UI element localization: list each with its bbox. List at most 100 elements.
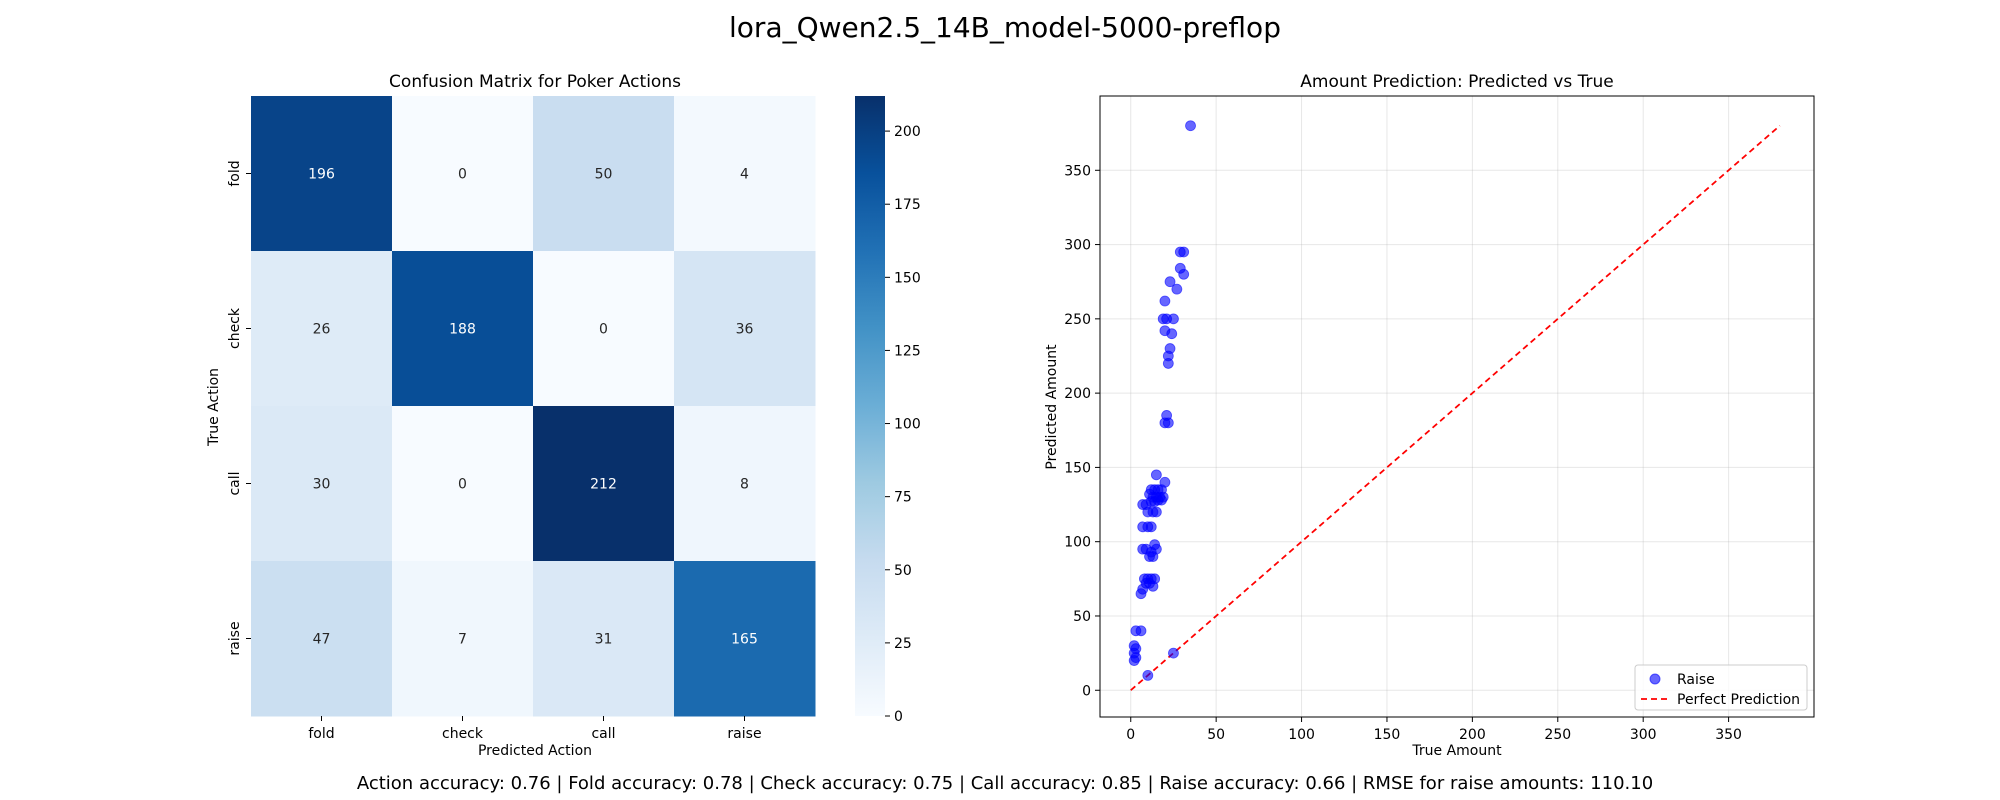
colorbar-tick-label: 25 (894, 636, 912, 652)
raise-point (1145, 521, 1157, 533)
heatmap-cell (251, 561, 393, 717)
heatmap-cell-label: 0 (458, 167, 467, 183)
heatmap-cell-label: 47 (313, 632, 331, 648)
scatter-x-ticks: 0 50 100 150 200 250 300 350 (1126, 717, 1742, 743)
scatter-x-tick-label: 100 (1288, 727, 1315, 743)
heatmap-cell-label: 26 (313, 322, 331, 338)
heatmap-cell-label: 212 (590, 477, 617, 493)
heatmap-cell (533, 251, 675, 407)
heatmap-x-tick-label: raise (727, 726, 761, 742)
scatter-ylabel: Predicted Amount (1044, 344, 1060, 470)
scatter-y-tick-label: 100 (1064, 535, 1091, 551)
heatmap-cell (533, 561, 675, 717)
heatmap-colorbar: 0 25 50 75 100 125 150 175 200 (855, 96, 921, 725)
heatmap-cell-label: 4 (740, 167, 749, 183)
scatter-x-tick-label: 350 (1715, 727, 1742, 743)
legend-perfect-label: Perfect Prediction (1677, 692, 1800, 708)
raise-points (1128, 120, 1196, 681)
heatmap-cell (674, 561, 816, 717)
colorbar-tick-label: 75 (894, 490, 912, 506)
heatmap-cell (392, 406, 534, 562)
heatmap-cell (533, 406, 675, 562)
scatter-legend: Raise Perfect Prediction (1634, 664, 1808, 711)
colorbar-tick-label: 200 (894, 124, 921, 140)
heatmap-cell-label: 8 (740, 477, 749, 493)
scatter-x-tick-label: 250 (1544, 727, 1571, 743)
scatter-grid (1100, 96, 1814, 717)
raise-point (1142, 506, 1154, 518)
heatmap-cell-label: 188 (449, 322, 476, 338)
colorbar-tick-label: 150 (894, 270, 921, 286)
legend-raise-marker (1649, 673, 1661, 685)
heatmap-cell (674, 406, 816, 562)
perfect-prediction-line (1130, 125, 1781, 691)
legend-box (1634, 664, 1808, 711)
heatmap-title: Confusion Matrix for Poker Actions (389, 72, 681, 92)
heatmap-cell (251, 406, 393, 562)
raise-point (1142, 670, 1154, 681)
scatter-y-tick-label: 300 (1064, 238, 1091, 254)
heatmap-y-tick-label: fold (227, 160, 243, 186)
heatmap-cell-label: 165 (731, 632, 758, 648)
heatmap-cell (392, 561, 534, 717)
heatmap-cell (251, 96, 393, 252)
legend-raise-label: Raise (1677, 672, 1715, 688)
scatter-title: Amount Prediction: Predicted vs True (1300, 72, 1613, 92)
heatmap-cell-label: 196 (308, 167, 335, 183)
heatmap-cell (392, 96, 534, 252)
scatter-y-tick-label: 350 (1064, 163, 1091, 179)
scatter-y-tick-label: 50 (1073, 609, 1091, 625)
scatter-frame (1099, 95, 1815, 718)
perfect-prediction-line-path (1130, 125, 1781, 691)
heatmap-cell-label: 30 (313, 477, 331, 493)
raise-point (1135, 588, 1147, 600)
heatmap-cell (674, 96, 816, 252)
heatmap-xlabel: Predicted Action (478, 743, 592, 759)
scatter-x-tick-label: 300 (1630, 727, 1657, 743)
scatter-y-tick-label: 250 (1064, 312, 1091, 328)
heatmap-x-tick-label: check (442, 726, 484, 742)
scatter-y-tick-label: 0 (1082, 683, 1091, 699)
colorbar-tick-label: 100 (894, 417, 921, 433)
raise-point (1145, 546, 1157, 558)
heatmap-ylabel: True Action (206, 368, 222, 447)
heatmap-cell-label: 31 (595, 632, 613, 648)
scatter-x-tick-label: 200 (1459, 727, 1486, 743)
scatter-x-tick-label: 50 (1207, 727, 1225, 743)
scatter-y-tick-label: 200 (1064, 386, 1091, 402)
raise-point (1168, 313, 1179, 325)
heatmap-y-tick-label: check (227, 307, 243, 349)
colorbar-gradient (855, 96, 885, 716)
heatmap-cell-label: 7 (458, 632, 467, 648)
confusion-matrix-panel: Confusion Matrix for Poker Actions 196 0 5… (206, 72, 921, 759)
colorbar-tick-label: 0 (894, 709, 903, 725)
amount-scatter-panel: Amount Prediction: Predicted vs True 0 50… (1044, 72, 1815, 759)
raise-point (1178, 246, 1190, 258)
raise-point (1159, 295, 1171, 307)
raise-point (1156, 494, 1167, 506)
heatmap-cell-label: 36 (736, 322, 754, 338)
heatmap-cell-label: 0 (458, 477, 467, 493)
raise-point (1171, 283, 1183, 295)
heatmap-cell-label: 0 (599, 322, 608, 338)
raise-point (1168, 647, 1179, 659)
raise-point (1162, 417, 1174, 429)
heatmap-cell (392, 251, 534, 407)
raise-point (1135, 625, 1147, 637)
heatmap-x-tick-label: call (591, 726, 615, 742)
figure-footer: Action accuracy: 0.76 | Fold accuracy: 0… (357, 773, 1653, 794)
heatmap-cell-label: 50 (595, 167, 613, 183)
heatmap-y-tick-label: call (227, 471, 243, 495)
raise-point (1185, 120, 1196, 132)
scatter-x-tick-label: 150 (1374, 727, 1401, 743)
figure-suptitle: lora_Qwen2.5_14B_model-5000-preflop (729, 11, 1281, 44)
heatmap-y-tick-label: raise (227, 621, 243, 655)
raise-point (1166, 328, 1178, 340)
heatmap-cell (251, 251, 393, 407)
scatter-y-tick-label: 150 (1064, 460, 1091, 476)
heatmap-cells: 196 0 50 4 26 188 0 36 30 0 212 8 47 7 31 165 (251, 96, 816, 717)
colorbar-tick-label: 125 (894, 343, 921, 359)
raise-point (1164, 276, 1176, 288)
colorbar-tick-label: 50 (894, 563, 912, 579)
scatter-x-tick-label: 0 (1126, 727, 1135, 743)
